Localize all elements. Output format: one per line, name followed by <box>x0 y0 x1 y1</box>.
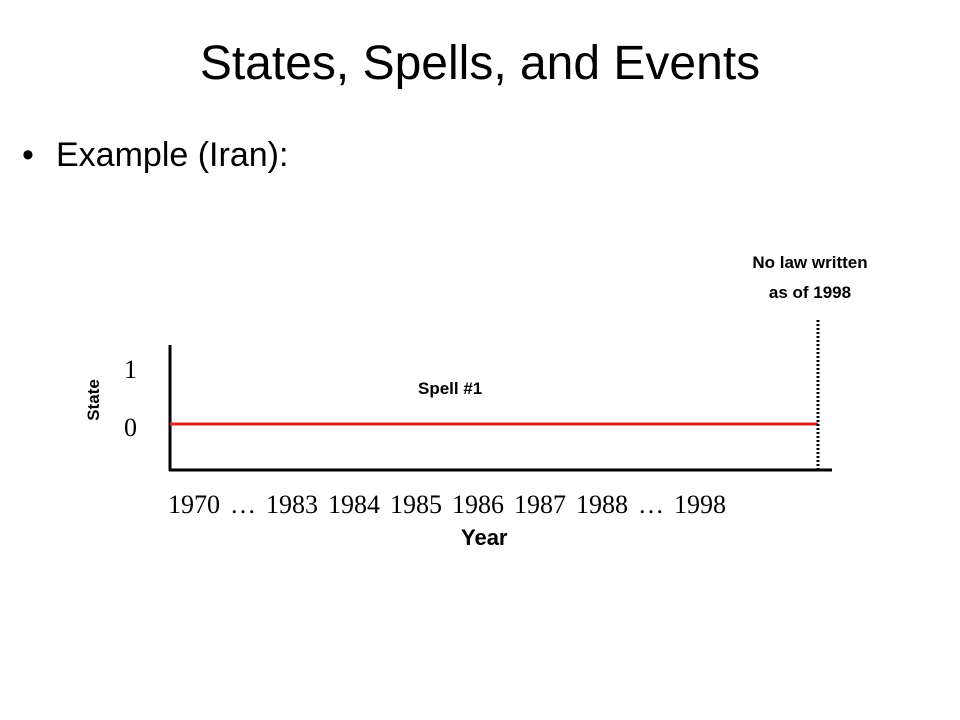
x-tick: 1970 <box>168 490 220 519</box>
x-tick: 1998 <box>674 490 726 519</box>
end-annotation: No law written as of 1998 <box>720 248 900 308</box>
end-annotation-line2: as of 1998 <box>768 283 852 302</box>
x-tick: 1986 <box>452 490 504 519</box>
y-tick-0: 0 <box>124 413 137 442</box>
x-tick-labels: 1970 … 1983 1984 1985 1986 1987 1988 … 1998 <box>168 490 736 520</box>
slide-title: States, Spells, and Events <box>199 37 761 90</box>
end-annotation-line1: No law written <box>752 253 868 272</box>
bullet-dot: • <box>22 136 34 174</box>
x-tick: … <box>638 490 664 519</box>
x-tick: 1987 <box>514 490 566 519</box>
x-axis-label: Year <box>461 525 508 550</box>
x-tick: … <box>230 490 256 519</box>
bullet-text: Example (Iran): <box>56 136 289 174</box>
x-tick: 1984 <box>328 490 380 519</box>
y-tick-1: 1 <box>124 355 137 384</box>
x-tick: 1988 <box>576 490 628 519</box>
spell-label: Spell #1 <box>418 379 483 398</box>
x-tick: 1985 <box>390 490 442 519</box>
y-axis-label: State <box>84 379 103 421</box>
x-tick: 1983 <box>266 490 318 519</box>
bullet-item: • Example (Iran): <box>22 136 288 175</box>
